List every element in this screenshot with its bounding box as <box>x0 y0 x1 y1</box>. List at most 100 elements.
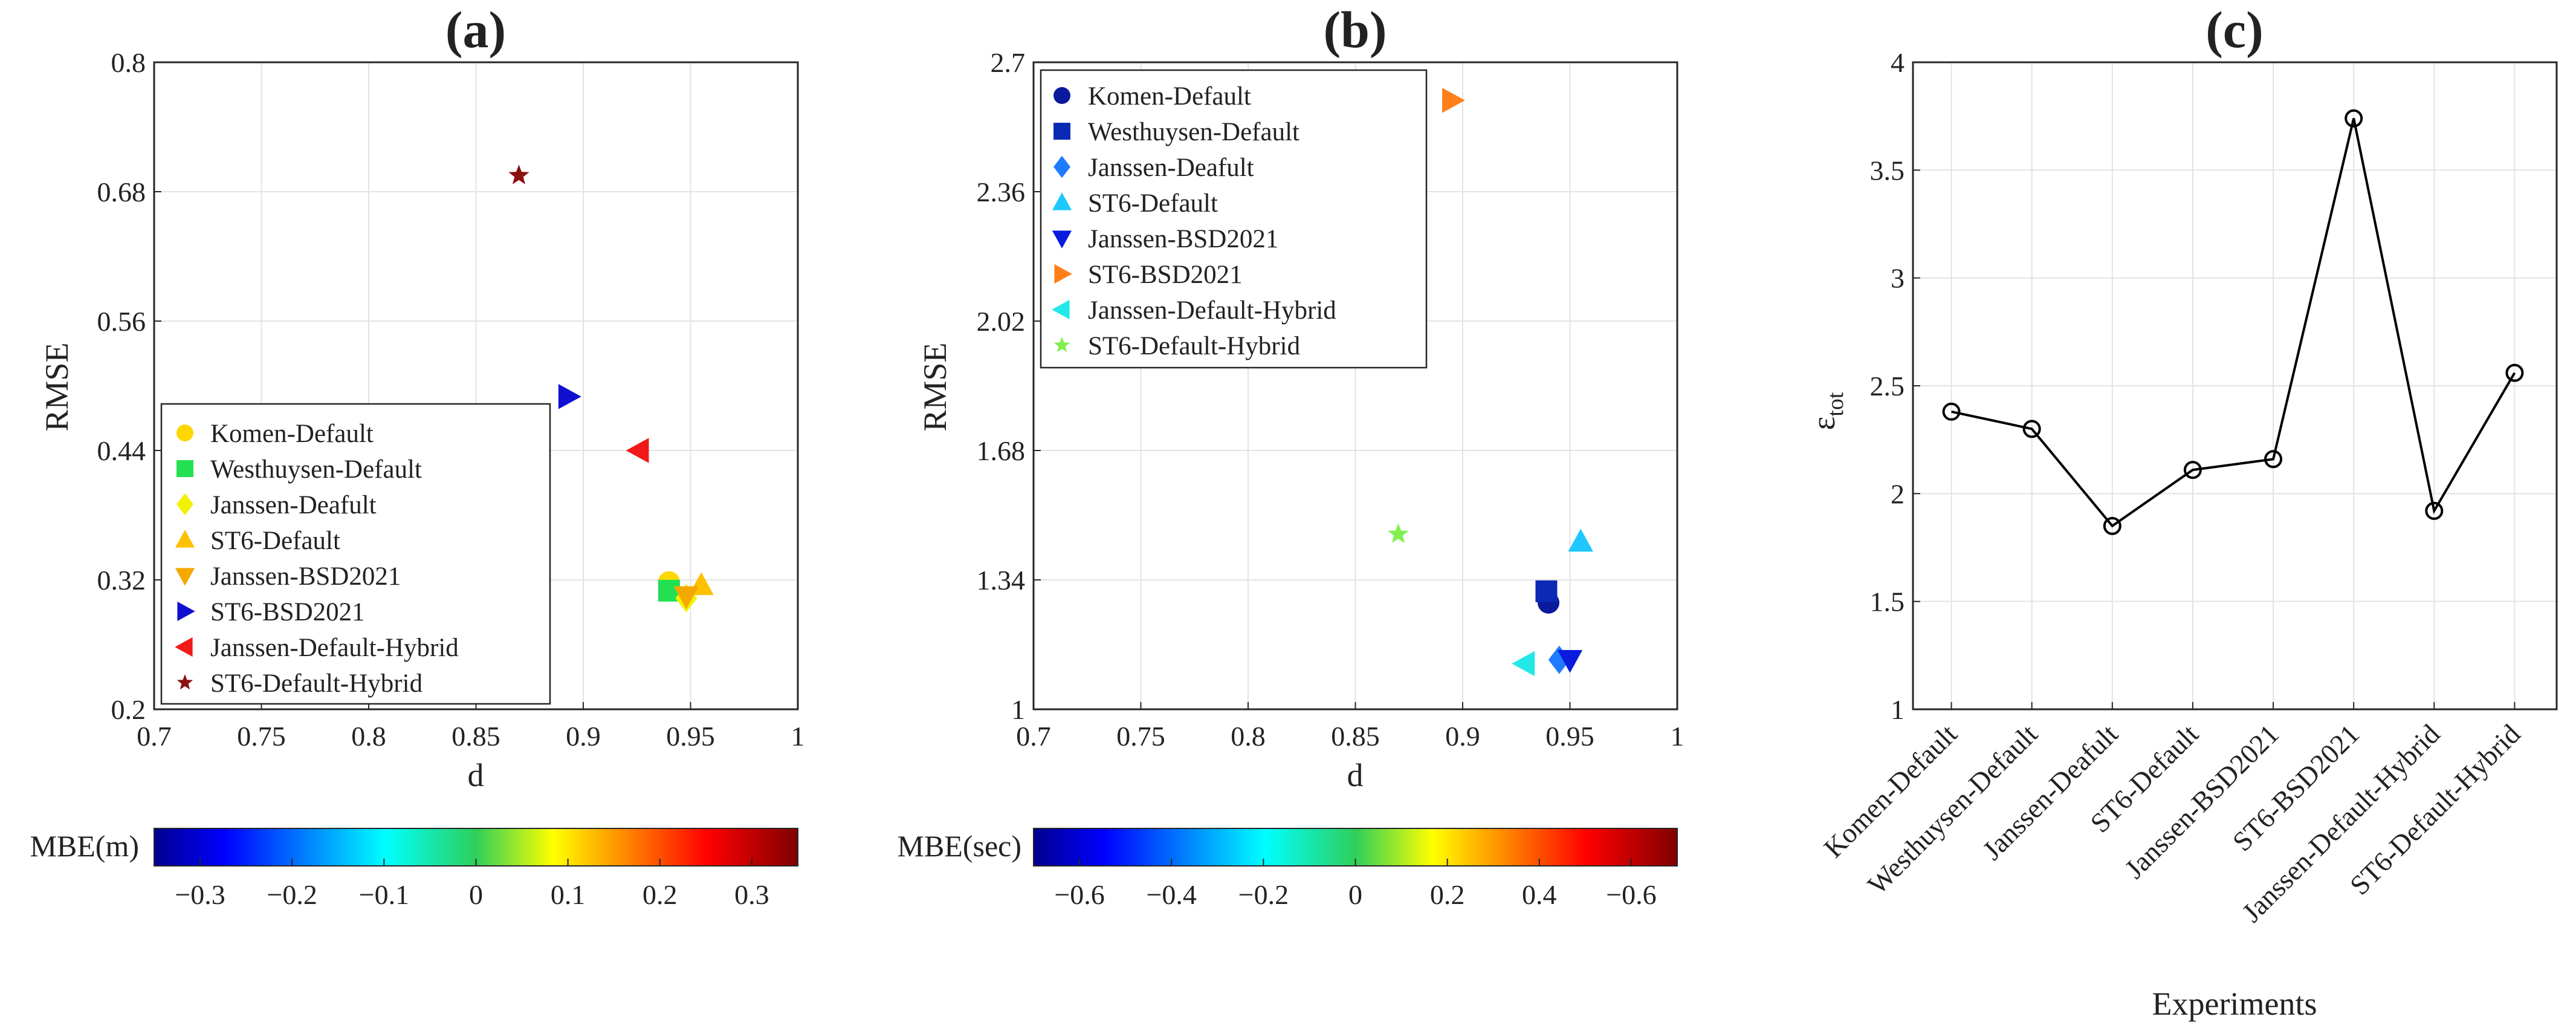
panel-b-title: (b) <box>1323 1 1387 59</box>
panel-b-legend-label-st6-bsd2021: ST6-BSD2021 <box>1088 261 1243 289</box>
panel-c-y-tick-label: 1.5 <box>1870 587 1905 617</box>
panel-b-colorbar-tick-label: 0.4 <box>1522 879 1557 910</box>
panel-a-y-tick-label: 0.44 <box>97 435 146 466</box>
panel-b-legend-label-janssen-deafult: Janssen-Deafult <box>1088 154 1254 182</box>
panel-b-colorbar: MBE(sec) −0.6 −0.4 −0.2 0 0.2 0.4 −0.6 <box>898 828 1678 910</box>
panel-c-line-markers <box>1942 109 2524 535</box>
panel-a-x-tick-label: 0.8 <box>351 721 386 752</box>
panel-a-marker-janssen-bsd2021 <box>673 586 699 610</box>
panel-b-marker-janssen-default-hybrid <box>1512 651 1535 677</box>
panel-b-legend-marker-westhuysen-default <box>1053 123 1070 140</box>
panel-a-legend-marker-st6-default-hybrid <box>176 674 193 690</box>
panel-c-x-axis-label: Experiments <box>2152 986 2317 1022</box>
panel-a-legend-label-komen-default: Komen-Default <box>210 420 374 448</box>
panel-a-colorbar-tick-label: 0.3 <box>734 879 769 910</box>
panel-b-colorbar-tick-label: −0.6 <box>1606 879 1656 910</box>
panel-b-colorbar-tick-label: −0.6 <box>1054 879 1104 910</box>
panel-a-legend-marker-janssen-deafult <box>176 493 193 516</box>
panel-c-series-line <box>1951 118 2516 528</box>
panel-c-ticks: 11.522.533.54Komen-DefaultWesthuysen-Def… <box>1817 47 2526 928</box>
panel-b-x-tick-label: 0.75 <box>1116 721 1165 752</box>
panel-b-marker-janssen-deafult <box>1548 645 1570 674</box>
panel-b-ticks: 0.7 0.75 0.8 0.85 0.9 0.95 1 1 1.34 1.68 2.02 2.36 2… <box>977 47 1684 752</box>
panel-a-legend-marker-janssen-default-hybrid <box>175 637 193 657</box>
panel-b-y-axis-label: RMSE <box>917 342 953 431</box>
panel-a-marker-st6-default-hybrid <box>508 164 529 184</box>
panel-b-marker-st6-bsd2021 <box>1442 88 1465 113</box>
panel-a-chart: (a) 0.7 0.75 0.8 0.85 0.9 0.95 1 0.2 0.32 0.44 0.5… <box>30 1 804 910</box>
panel-a-legend-marker-komen-default <box>176 424 193 441</box>
panel-b-marker-st6-default-hybrid <box>1388 523 1409 544</box>
panel-c-y-label-symbol: ε <box>1805 417 1842 431</box>
panel-c-y-tick-label: 1 <box>1891 694 1904 725</box>
panel-b-legend-marker-janssen-bsd2021 <box>1052 230 1072 249</box>
panel-a-y-tick-label: 0.8 <box>111 47 146 78</box>
panel-b-legend-label-komen-default: Komen-Default <box>1088 82 1251 111</box>
panel-b-legend-label-janssen-bsd2021: Janssen-BSD2021 <box>1088 225 1278 253</box>
panel-a-legend-marker-janssen-bsd2021 <box>175 568 195 586</box>
panel-a-legend-label-janssen-deafult: Janssen-Deafult <box>210 491 377 519</box>
panel-c-point-janssen-bsd2021 <box>2264 450 2283 469</box>
panel-c-grid <box>1913 62 2557 710</box>
panel-b-marker-st6-default <box>1568 528 1593 552</box>
panel-a-y-tick-label: 0.56 <box>97 306 146 337</box>
panel-c-point-janssen-default-hybrid <box>2425 501 2444 520</box>
panel-b-x-tick-label: 0.9 <box>1445 721 1480 752</box>
panel-a-colorbar-tick-label: −0.3 <box>175 879 225 910</box>
panel-a-legend-label-st6-default-hybrid: ST6-Default-Hybrid <box>210 669 422 698</box>
panel-a-x-axis-label: d <box>468 757 484 793</box>
panel-c-chart: (c) 11.522.533.54Komen-DefaultWesthuysen… <box>1805 1 2558 1022</box>
panel-b-colorbar-tick-label: −0.2 <box>1238 879 1289 910</box>
panel-b-y-tick-label: 1 <box>1011 694 1025 725</box>
panel-b-x-axis-label: d <box>1347 757 1364 793</box>
panel-a-legend-box <box>160 403 551 705</box>
panel-b-y-tick-label: 1.34 <box>977 565 1026 596</box>
panel-a-legend-marker-st6-bsd2021 <box>177 601 195 622</box>
panel-b-legend: Komen-Default Westhuysen-Default Janssen-D… <box>1040 69 1428 369</box>
panel-c-title: (c) <box>2205 1 2263 59</box>
panel-b-legend-marker-st6-bsd2021 <box>1054 264 1072 284</box>
panel-c-y-tick-label: 2.5 <box>1870 371 1905 402</box>
panel-b-y-tick-label: 1.68 <box>977 435 1026 466</box>
panel-a-x-tick-label: 0.95 <box>666 721 715 752</box>
panel-c-y-tick-label: 4 <box>1891 47 1904 78</box>
panel-a-legend: Komen-Default Westhuysen-Default Janssen-D… <box>160 403 551 705</box>
panel-c-y-tick-label: 3 <box>1891 263 1904 294</box>
panel-b-y-tick-label: 2.02 <box>977 306 1026 337</box>
panel-b-x-tick-label: 0.85 <box>1331 721 1380 752</box>
panel-b-colorbar-tick-label: 0.2 <box>1430 879 1465 910</box>
panel-a-colorbar-tick-label: 0 <box>469 879 483 910</box>
panel-b-y-tick-label: 2.36 <box>977 177 1026 207</box>
panel-a-colorbar-tick-label: −0.2 <box>267 879 317 910</box>
panel-c-x-tick-label-janssen-deafult: Janssen-Deafult <box>1976 718 2124 866</box>
panel-b-colorbar-label: MBE(sec) <box>898 829 1022 863</box>
panel-b-marker-janssen-bsd2021 <box>1557 649 1583 673</box>
panel-b-legend-label-st6-default-hybrid: ST6-Default-Hybrid <box>1088 332 1300 360</box>
panel-c-y-label-subscript: tot <box>1823 392 1848 417</box>
panel-a-y-axis-label: RMSE <box>39 342 75 431</box>
panel-c-point-st6-default-hybrid <box>2505 363 2524 382</box>
panel-b-x-tick-label: 0.8 <box>1231 721 1266 752</box>
panel-a-marker-st6-bsd2021 <box>558 384 581 409</box>
panel-a-x-tick-label: 0.9 <box>566 721 601 752</box>
panel-b-x-tick-label: 0.95 <box>1545 721 1594 752</box>
panel-b-legend-label-janssen-default-hybrid: Janssen-Default-Hybrid <box>1088 296 1336 325</box>
panel-c-y-axis-label: εtot <box>1805 392 1848 430</box>
panel-a-legend-label-st6-bsd2021: ST6-BSD2021 <box>210 598 365 626</box>
panel-b-legend-label-st6-default: ST6-Default <box>1088 189 1218 218</box>
panel-b-markers <box>1388 88 1593 677</box>
panel-b-legend-marker-janssen-deafult <box>1053 155 1070 178</box>
panel-b-y-tick-label: 2.7 <box>991 47 1026 78</box>
panel-a-legend-label-janssen-default-hybrid: Janssen-Default-Hybrid <box>210 634 459 662</box>
panel-a-colorbar-tick-label: 0.1 <box>551 879 586 910</box>
panel-a-x-tick-label: 0.75 <box>237 721 286 752</box>
panel-a-x-tick-label: 0.7 <box>137 721 172 752</box>
panel-c-y-tick-label: 2 <box>1891 478 1904 509</box>
panel-c-y-tick-label: 3.5 <box>1870 155 1905 186</box>
panel-c-point-st6-bsd2021 <box>2345 109 2363 128</box>
panel-b-legend-label-westhuysen-default: Westhuysen-Default <box>1088 118 1299 146</box>
panel-a-colorbar-tick-label: 0.2 <box>642 879 678 910</box>
panel-a-markers <box>508 164 714 613</box>
panel-c-point-komen-default <box>1942 402 1961 421</box>
